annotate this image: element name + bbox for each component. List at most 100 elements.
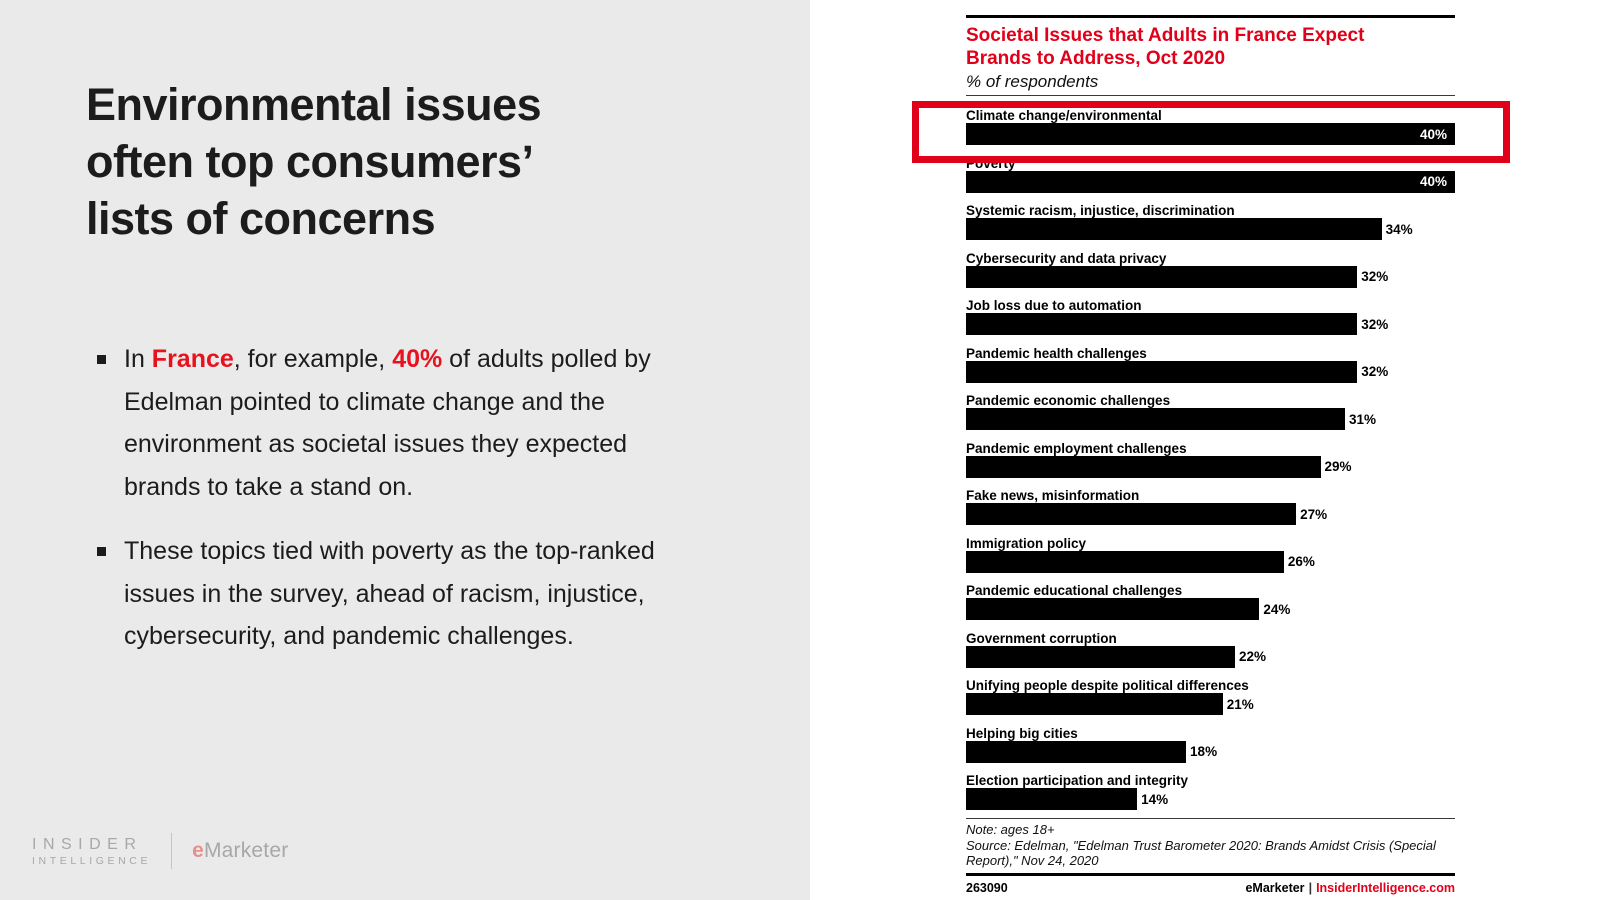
footer-brand: eMarketer	[1245, 880, 1305, 895]
slide-title-line: Environmental issues	[86, 79, 542, 130]
bar-track: 27%	[966, 503, 1455, 525]
chart-note-rule	[966, 818, 1455, 819]
chart-id: 263090	[966, 880, 1008, 895]
logo-divider	[171, 833, 173, 869]
bar-category-label: Pandemic health challenges	[966, 345, 1147, 361]
bullet-square-icon	[97, 355, 106, 364]
bar-value-label: 32%	[1361, 269, 1389, 284]
bullet-segment: In	[124, 345, 152, 373]
chart-source: Source: Edelman, "Edelman Trust Baromete…	[966, 837, 1436, 869]
bar-track: 21%	[966, 693, 1455, 715]
bar-track: 32%	[966, 360, 1455, 383]
bar-track: 26%	[966, 550, 1455, 573]
bar	[966, 313, 1358, 335]
bar-category-label: Climate change/environmental	[966, 108, 1162, 123]
bar-value-label: 32%	[1361, 316, 1389, 332]
slide-title-line: lists of concerns	[86, 193, 436, 244]
bar	[966, 360, 1358, 383]
bar-value-label: 26%	[1287, 554, 1315, 569]
bar-category-label: Fake news, misinformation	[966, 488, 1140, 503]
chart-row: Climate change/environmental 40%	[966, 109, 1455, 157]
bar-category-label: Pandemic economic challenges	[966, 393, 1171, 408]
emarketer-logo: eMarketer	[192, 839, 288, 863]
chart-row: Pandemic health challenges 32%	[966, 345, 1455, 395]
bar-value-label: 18%	[1190, 744, 1218, 759]
bullet-text: In France, for example, 40% of adults po…	[124, 338, 672, 508]
bar-value-label: 27%	[1300, 506, 1328, 522]
chart-note: Note: ages 18+	[966, 822, 1055, 837]
bar	[966, 645, 1235, 668]
emarketer-logo-e: e	[192, 839, 204, 862]
bar	[966, 455, 1321, 478]
bar-category-label: Immigration policy	[966, 535, 1087, 551]
chart-row: Poverty 40%	[966, 155, 1455, 205]
chart-title-line: Brands to Address, Oct 2020	[966, 48, 1226, 69]
chart-row: Immigration policy 26%	[966, 535, 1455, 585]
chart-row: Job loss due to automation 32%	[966, 299, 1455, 347]
slide-title-line: often top consumers’	[86, 136, 534, 187]
insider-intelligence-logo: INSIDER INTELLIGENCE	[32, 835, 151, 868]
bar-category-label: Government corruption	[966, 630, 1117, 646]
bar	[966, 740, 1187, 763]
bar	[966, 598, 1260, 620]
bar: 40%	[966, 123, 1455, 145]
bar-value-label: 31%	[1348, 411, 1376, 427]
bar-category-label: Poverty	[966, 155, 1016, 171]
chart-row: Fake news, misinformation 27%	[966, 489, 1455, 537]
bar-value-label: 21%	[1226, 696, 1254, 712]
bar-category-label: Unifying people despite political differ…	[966, 678, 1249, 693]
bar-value-label: 24%	[1263, 601, 1291, 617]
bar-value-label: 40%	[1419, 126, 1447, 142]
bullet-segment: These topics tied with poverty as the to…	[124, 537, 655, 650]
chart-row: Helping big cities 18%	[966, 725, 1455, 775]
chart-row: Pandemic educational challenges 24%	[966, 584, 1455, 632]
chart-bottom-rule	[966, 872, 1455, 876]
bar-value-label: 32%	[1361, 364, 1389, 379]
bar-track: 31%	[966, 408, 1455, 430]
bar	[966, 693, 1223, 715]
bullet-list: In France, for example, 40% of adults po…	[97, 338, 687, 680]
bar-track: 32%	[966, 265, 1455, 288]
bar-value-label: 14%	[1141, 791, 1169, 807]
chart-top-rule	[966, 15, 1455, 18]
bar-category-label: Election participation and integrity	[966, 773, 1189, 788]
bar-track: 18%	[966, 740, 1455, 763]
bullet-segment: , for example,	[233, 345, 393, 373]
bar	[966, 408, 1345, 430]
bar-category-label: Pandemic educational challenges	[966, 583, 1183, 598]
bar	[966, 503, 1297, 525]
logo-insider-line2: INTELLIGENCE	[32, 854, 152, 867]
bar-category-label: Helping big cities	[966, 725, 1078, 741]
chart-subtitle: % of respondents	[966, 72, 1099, 91]
chart-row: Unifying people despite political differ…	[966, 679, 1455, 727]
bar-track: 29%	[966, 455, 1455, 478]
chart-title: Societal Issues that Adults in France Ex…	[966, 24, 1455, 70]
chart-notes: Note: ages 18+ Source: Edelman, "Edelman…	[966, 822, 1455, 869]
bar-category-label: Job loss due to automation	[966, 298, 1142, 313]
footer-separator: |	[1308, 880, 1313, 895]
bar-value-label: 34%	[1385, 221, 1413, 237]
slide-title: Environmental issues often top consumers’…	[86, 76, 542, 247]
chart-row: Cybersecurity and data privacy 32%	[966, 250, 1455, 300]
chart-row: Government corruption 22%	[966, 630, 1455, 680]
bar-category-label: Pandemic employment challenges	[966, 440, 1187, 456]
bar-track: 34%	[966, 218, 1455, 240]
chart-footer-right: eMarketer | InsiderIntelligence.com	[1245, 881, 1455, 895]
footer-site-link: InsiderIntelligence.com	[1316, 880, 1455, 895]
bar-category-label: Cybersecurity and data privacy	[966, 250, 1167, 266]
bullet-square-icon	[97, 547, 106, 556]
bar-value-label: 40%	[1419, 174, 1447, 189]
bar-value-label: 29%	[1324, 459, 1352, 474]
bar	[966, 218, 1382, 240]
bar-track: 32%	[966, 313, 1455, 335]
bar-track: 40%	[966, 123, 1455, 145]
bullet-text: These topics tied with poverty as the to…	[124, 530, 672, 658]
chart-header-rule	[966, 95, 1455, 96]
chart-row: Systemic racism, injustice, discriminati…	[966, 204, 1455, 252]
chart-row: Pandemic employment challenges 29%	[966, 440, 1455, 490]
bar-value-label: 22%	[1238, 649, 1266, 664]
bar-track: 40%	[966, 170, 1455, 193]
bar: 40%	[966, 170, 1455, 193]
chart-title-line: Societal Issues that Adults in France Ex…	[966, 25, 1365, 46]
chart-rows: Climate change/environmental 40% Poverty 40…	[966, 109, 1455, 810]
